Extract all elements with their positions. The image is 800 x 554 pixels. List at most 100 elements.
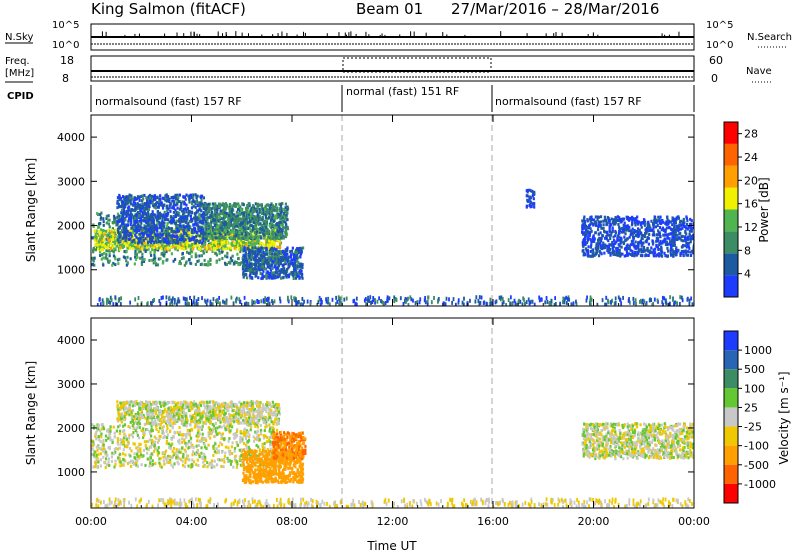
- echo-cell: [221, 250, 224, 254]
- echo-cell: [224, 221, 227, 225]
- echo-cell: [258, 217, 261, 221]
- echo-cell: [242, 275, 245, 279]
- echo-cell: [266, 271, 270, 275]
- echo-cell: [167, 197, 170, 201]
- echo-cell: [176, 248, 179, 252]
- echo-cell: [215, 260, 218, 264]
- echo-cell: [296, 259, 299, 263]
- echo-cell: [652, 248, 655, 252]
- echo-cell: [133, 201, 136, 205]
- echo-cell: [299, 271, 302, 275]
- echo-cell: [676, 233, 679, 237]
- nave-tick-top: 60: [709, 54, 723, 67]
- echo-cell: [246, 204, 249, 208]
- echo-cell: [225, 230, 228, 234]
- echo-cell: [251, 269, 254, 273]
- echo-cell: [293, 263, 297, 267]
- echo-cell: [107, 214, 110, 218]
- echo-cell: [116, 199, 119, 203]
- echo-cell: [205, 206, 208, 210]
- echo-cell: [152, 203, 156, 207]
- echo-cell: [147, 225, 150, 229]
- echo-cell: [611, 226, 614, 230]
- echo-cell: [212, 206, 215, 210]
- echo-cell: [140, 204, 144, 208]
- echo-cell: [236, 208, 240, 212]
- echo-cell: [630, 223, 634, 227]
- echo-cell: [640, 250, 643, 254]
- echo-cell: [689, 240, 692, 244]
- echo-cell: [593, 218, 596, 222]
- echo-cell: [247, 238, 250, 242]
- echo-cell: [299, 255, 302, 259]
- echo-cell: [652, 232, 655, 236]
- echo-cell: [227, 234, 230, 238]
- echo-cell: [266, 243, 269, 247]
- echo-cell: [274, 276, 277, 280]
- echo-cell: [181, 216, 184, 220]
- echo-cell: [125, 229, 128, 233]
- echo-cell: [187, 234, 190, 238]
- echo-cell: [614, 231, 617, 235]
- echo-cell: [211, 250, 214, 254]
- echo-cell: [138, 216, 141, 220]
- echo-cell: [279, 250, 282, 254]
- echo-cell: [608, 228, 611, 232]
- echo-cell: [172, 216, 175, 220]
- echo-cell: [210, 225, 213, 229]
- echo-cell: [279, 204, 283, 208]
- echo-cell: [646, 249, 650, 253]
- echo-cell: [185, 193, 188, 197]
- echo-cell: [129, 219, 132, 223]
- echo-cell: [190, 228, 193, 232]
- echo-cell: [245, 267, 248, 271]
- echo-cell: [593, 237, 596, 241]
- echo-cell: [282, 213, 285, 217]
- echo-cell: [220, 247, 224, 251]
- echo-cell: [247, 216, 250, 220]
- echo-cell: [173, 200, 176, 204]
- echo-cell: [131, 240, 134, 244]
- echo-cell: [121, 243, 124, 247]
- echo-cell: [682, 217, 685, 221]
- echo-cell: [266, 262, 269, 266]
- echo-cell: [286, 211, 289, 215]
- echo-cell: [177, 200, 180, 204]
- echo-cell: [146, 217, 149, 221]
- echo-cell: [236, 235, 240, 239]
- echo-cell: [656, 245, 660, 249]
- echo-cell: [238, 262, 241, 266]
- echo-cell: [109, 241, 112, 245]
- echo-cell: [292, 271, 295, 275]
- echo-cell: [277, 239, 280, 243]
- echo-cell: [152, 195, 156, 199]
- echo-cell: [157, 237, 160, 241]
- echo-cell: [248, 261, 251, 265]
- echo-cell: [161, 215, 164, 219]
- echo-cell: [284, 262, 287, 266]
- echo-cell: [108, 251, 111, 255]
- echo-cell: [241, 256, 245, 260]
- echo-cell: [131, 246, 134, 250]
- echo-cell: [146, 223, 149, 227]
- echo-cell: [133, 198, 136, 202]
- echo-cell: [181, 237, 185, 241]
- echo-cell: [190, 210, 193, 214]
- echo-cell: [254, 223, 258, 227]
- echo-cell: [272, 271, 275, 275]
- echo-cell: [97, 240, 101, 244]
- echo-cell: [121, 195, 125, 199]
- echo-cell: [256, 235, 259, 239]
- echo-cell: [236, 214, 239, 218]
- echo-cell: [584, 235, 587, 239]
- echo-cell: [246, 227, 250, 231]
- echo-cell: [265, 252, 269, 256]
- echo-cell: [268, 252, 271, 256]
- echo-cell: [148, 193, 152, 197]
- echo-cell: [192, 200, 196, 204]
- echo-cell: [289, 255, 293, 259]
- echo-cell: [118, 214, 121, 218]
- echo-cell: [280, 233, 283, 237]
- echo-cell: [628, 252, 631, 256]
- echo-cell: [178, 260, 182, 264]
